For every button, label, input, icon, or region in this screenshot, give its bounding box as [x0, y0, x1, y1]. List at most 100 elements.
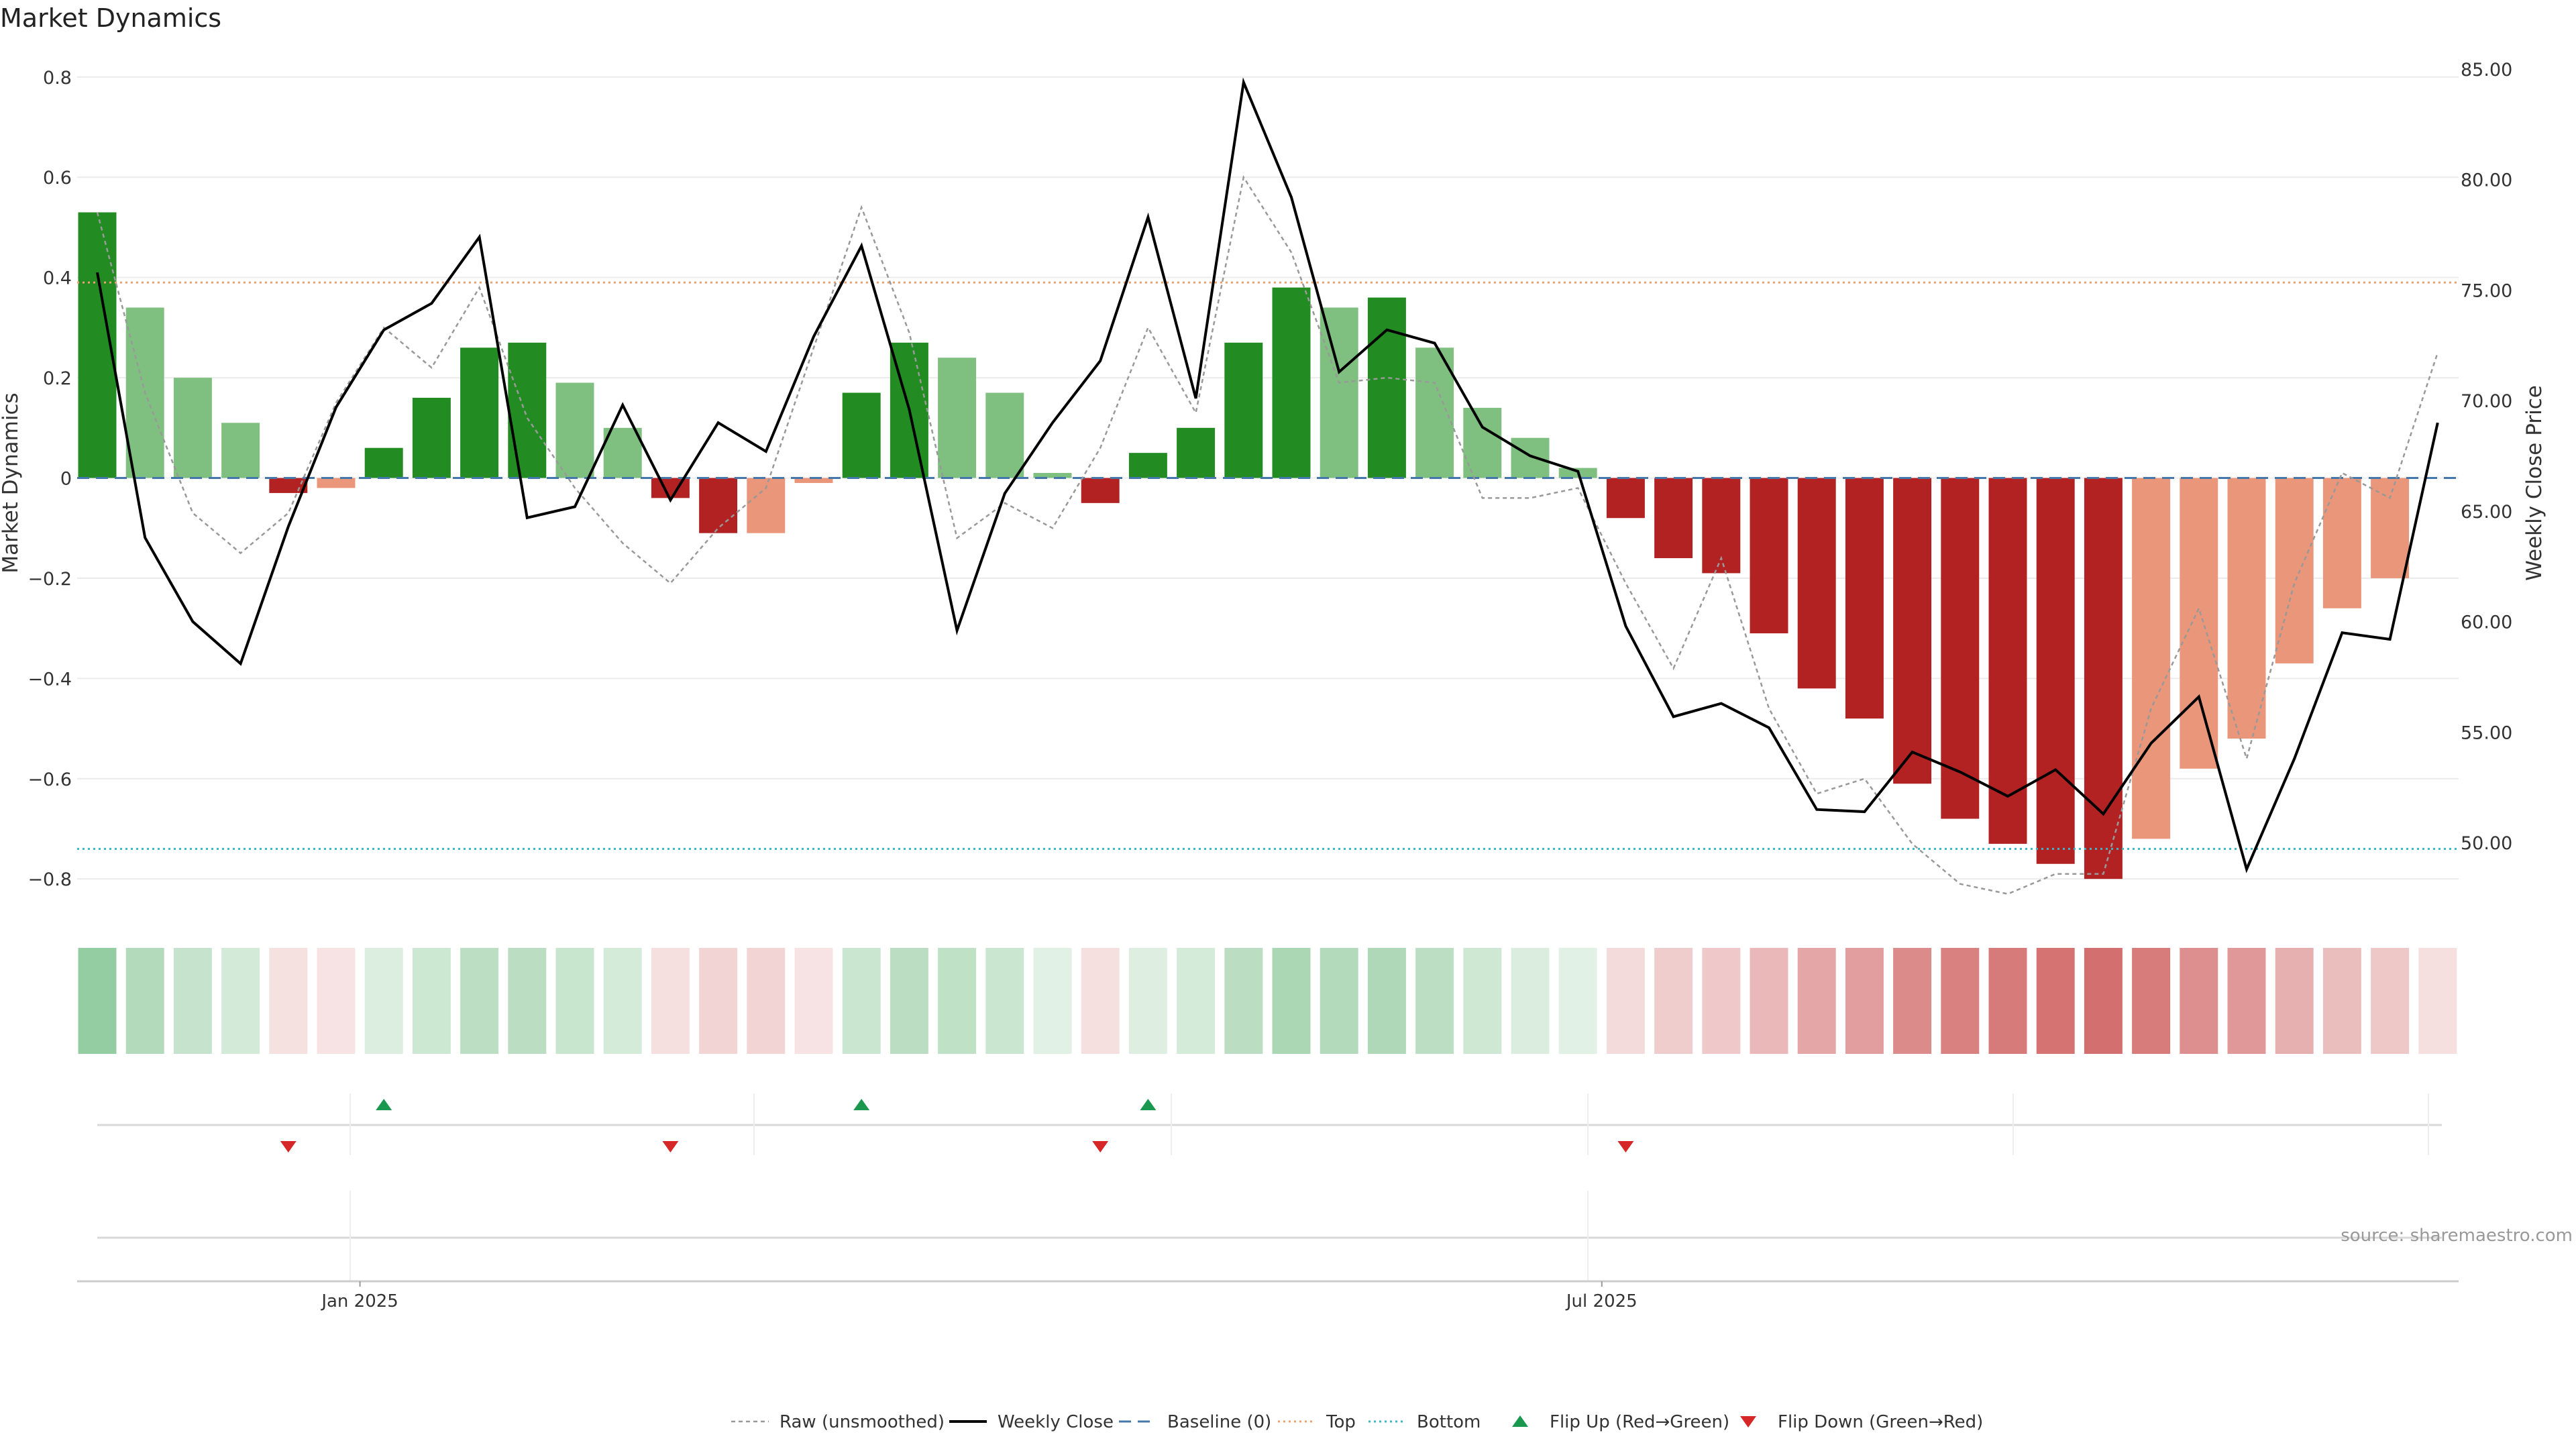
- y-tick-label: −0.2: [28, 569, 72, 590]
- strength-bar: [1845, 478, 1884, 719]
- heat-cell: [1463, 948, 1502, 1054]
- y-tick-label: −0.8: [28, 869, 72, 890]
- strength-bar: [1272, 287, 1311, 478]
- strength-bar: [651, 478, 690, 498]
- weekly-close-line: [96, 77, 2439, 873]
- heat-cell: [985, 948, 1024, 1054]
- heat-cell: [938, 948, 977, 1054]
- heat-cell: [1558, 948, 1597, 1054]
- flip-up-marker: [1140, 1099, 1157, 1110]
- y2-tick-label: 75.00: [2461, 280, 2512, 301]
- y2-tick-label: 50.00: [2461, 833, 2512, 854]
- strength-bar: [2132, 478, 2171, 839]
- strength-bar: [317, 478, 356, 488]
- legend-label: Raw (unsmoothed): [780, 1412, 945, 1432]
- y-axis-label: Market Dynamics: [0, 392, 23, 573]
- legend-swatch-flip-up: [1512, 1415, 1528, 1427]
- heat-cell: [1272, 948, 1311, 1054]
- y-tick-label: 0.4: [43, 268, 72, 289]
- flip-up-marker: [376, 1099, 392, 1110]
- y2-tick-label: 60.00: [2461, 612, 2512, 633]
- heat-cell: [2036, 948, 2075, 1054]
- x-tick-label: Jan 2025: [320, 1291, 398, 1311]
- strength-bar: [794, 478, 833, 483]
- flip-down-marker: [662, 1141, 679, 1152]
- heat-cell: [842, 948, 881, 1054]
- heat-cell: [1988, 948, 2027, 1054]
- heat-cell: [2132, 948, 2171, 1054]
- strength-bar: [1797, 478, 1836, 689]
- heat-cell: [1511, 948, 1550, 1054]
- heat-cell: [1606, 948, 1645, 1054]
- strength-bar: [2275, 478, 2314, 663]
- y-tick-label: 0.2: [43, 368, 72, 389]
- legend-label: Flip Up (Red→Green): [1550, 1412, 1729, 1432]
- strength-bar: [603, 427, 642, 478]
- heat-cell: [555, 948, 594, 1054]
- strength-bar: [1128, 453, 1167, 478]
- heat-strip: [78, 948, 2457, 1054]
- legend-label: Bottom: [1417, 1412, 1481, 1432]
- heat-cell: [1941, 948, 1980, 1054]
- strength-bar: [1941, 478, 1980, 819]
- strength-bar: [1463, 407, 1502, 478]
- legend: Raw (unsmoothed) Weekly Close Baseline (0)…: [731, 1412, 1983, 1432]
- heat-cell: [2322, 948, 2361, 1054]
- strength-bar: [1988, 478, 2027, 844]
- strength-bar: [1606, 478, 1645, 519]
- strength-bar: [555, 382, 594, 478]
- heat-cell: [1750, 948, 1788, 1054]
- y-tick-label: 0.6: [43, 168, 72, 189]
- strength-bar: [1081, 478, 1120, 503]
- heat-cell: [78, 948, 117, 1054]
- y2-tick-label: 70.00: [2461, 391, 2512, 412]
- strength-bar: [1654, 478, 1693, 559]
- heat-cell: [173, 948, 212, 1054]
- y2-axis-label: Weekly Close Price: [2522, 385, 2546, 581]
- flip-down-marker: [1092, 1141, 1109, 1152]
- heat-cell: [364, 948, 403, 1054]
- heat-cell: [603, 948, 642, 1054]
- strength-bar: [985, 392, 1024, 478]
- raw-unsmoothed-line: [96, 174, 2438, 895]
- strength-bar: [173, 378, 212, 478]
- y2-tick-label: 55.00: [2461, 722, 2512, 743]
- heat-cell: [460, 948, 499, 1054]
- y2-tick-label: 65.00: [2461, 502, 2512, 523]
- heat-cell: [794, 948, 833, 1054]
- heat-cell: [1797, 948, 1836, 1054]
- axes: 0.8 0.6 0.4 0.2 0 −0.2 −0.4 −0.6 −0.8 85.00 80.00 7…: [28, 60, 2512, 1311]
- strength-bar: [1415, 347, 1454, 478]
- legend-label: Top: [1326, 1412, 1356, 1432]
- heat-cell: [2371, 948, 2410, 1054]
- strength-bar: [2371, 478, 2410, 578]
- strength-bar: [221, 423, 260, 478]
- heat-cell: [2084, 948, 2123, 1054]
- strength-bar: [2180, 478, 2218, 769]
- strength-bar: [460, 347, 499, 478]
- strength-bar: [2084, 478, 2123, 879]
- heat-cell: [2227, 948, 2266, 1054]
- heat-cell: [1081, 948, 1120, 1054]
- heat-cell: [221, 948, 260, 1054]
- source-note: source: sharemaestro.com: [2341, 1226, 2573, 1246]
- legend-label: Weekly Close: [998, 1412, 1114, 1432]
- heat-cell: [1893, 948, 1932, 1054]
- heat-cell: [2418, 948, 2457, 1054]
- reference-lines: [77, 281, 2459, 850]
- x-tick-label: Jul 2025: [1565, 1291, 1638, 1311]
- flip-down-marker: [280, 1141, 297, 1152]
- strength-bar: [1320, 307, 1358, 478]
- heat-cell: [651, 948, 690, 1054]
- strength-bar: [1367, 297, 1406, 478]
- heat-cell: [1845, 948, 1884, 1054]
- strength-bar: [1750, 478, 1788, 634]
- y2-tick-label: 85.00: [2461, 60, 2512, 80]
- heat-cell: [1367, 948, 1406, 1054]
- strength-bars: [78, 212, 2410, 879]
- heat-cell: [508, 948, 547, 1054]
- chart-title: Market Dynamics: [0, 3, 221, 33]
- y-tick-label: −0.4: [28, 669, 72, 690]
- strength-bar: [508, 342, 547, 478]
